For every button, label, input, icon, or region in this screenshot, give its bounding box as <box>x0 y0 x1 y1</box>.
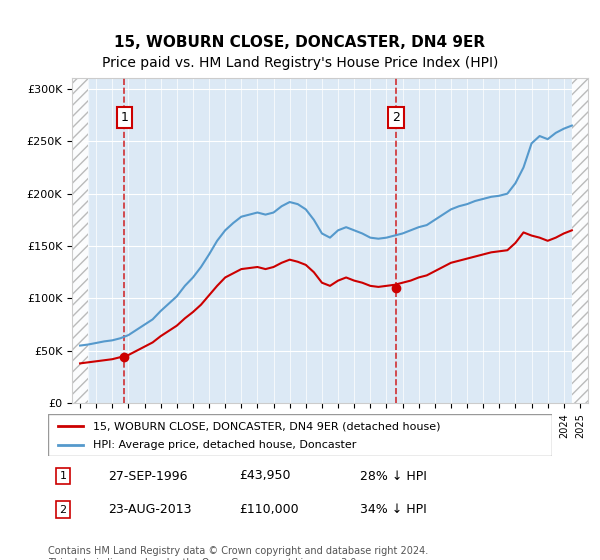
Text: £110,000: £110,000 <box>239 503 299 516</box>
Text: 27-SEP-1996: 27-SEP-1996 <box>109 469 188 483</box>
Bar <box>572 78 588 403</box>
Text: 1: 1 <box>121 111 128 124</box>
Text: £43,950: £43,950 <box>239 469 291 483</box>
Text: 15, WOBURN CLOSE, DONCASTER, DN4 9ER: 15, WOBURN CLOSE, DONCASTER, DN4 9ER <box>115 35 485 50</box>
Text: 28% ↓ HPI: 28% ↓ HPI <box>361 469 427 483</box>
Bar <box>72 78 88 403</box>
Text: Contains HM Land Registry data © Crown copyright and database right 2024.
This d: Contains HM Land Registry data © Crown c… <box>48 546 428 560</box>
FancyBboxPatch shape <box>48 414 552 456</box>
Text: 1: 1 <box>59 471 67 481</box>
Text: 34% ↓ HPI: 34% ↓ HPI <box>361 503 427 516</box>
Bar <box>72 78 88 403</box>
Text: HPI: Average price, detached house, Doncaster: HPI: Average price, detached house, Donc… <box>94 440 357 450</box>
Text: 23-AUG-2013: 23-AUG-2013 <box>109 503 192 516</box>
Text: 15, WOBURN CLOSE, DONCASTER, DN4 9ER (detached house): 15, WOBURN CLOSE, DONCASTER, DN4 9ER (de… <box>94 421 441 431</box>
Text: 2: 2 <box>59 505 67 515</box>
Bar <box>572 78 588 403</box>
Text: 2: 2 <box>392 111 400 124</box>
Text: Price paid vs. HM Land Registry's House Price Index (HPI): Price paid vs. HM Land Registry's House … <box>102 56 498 70</box>
